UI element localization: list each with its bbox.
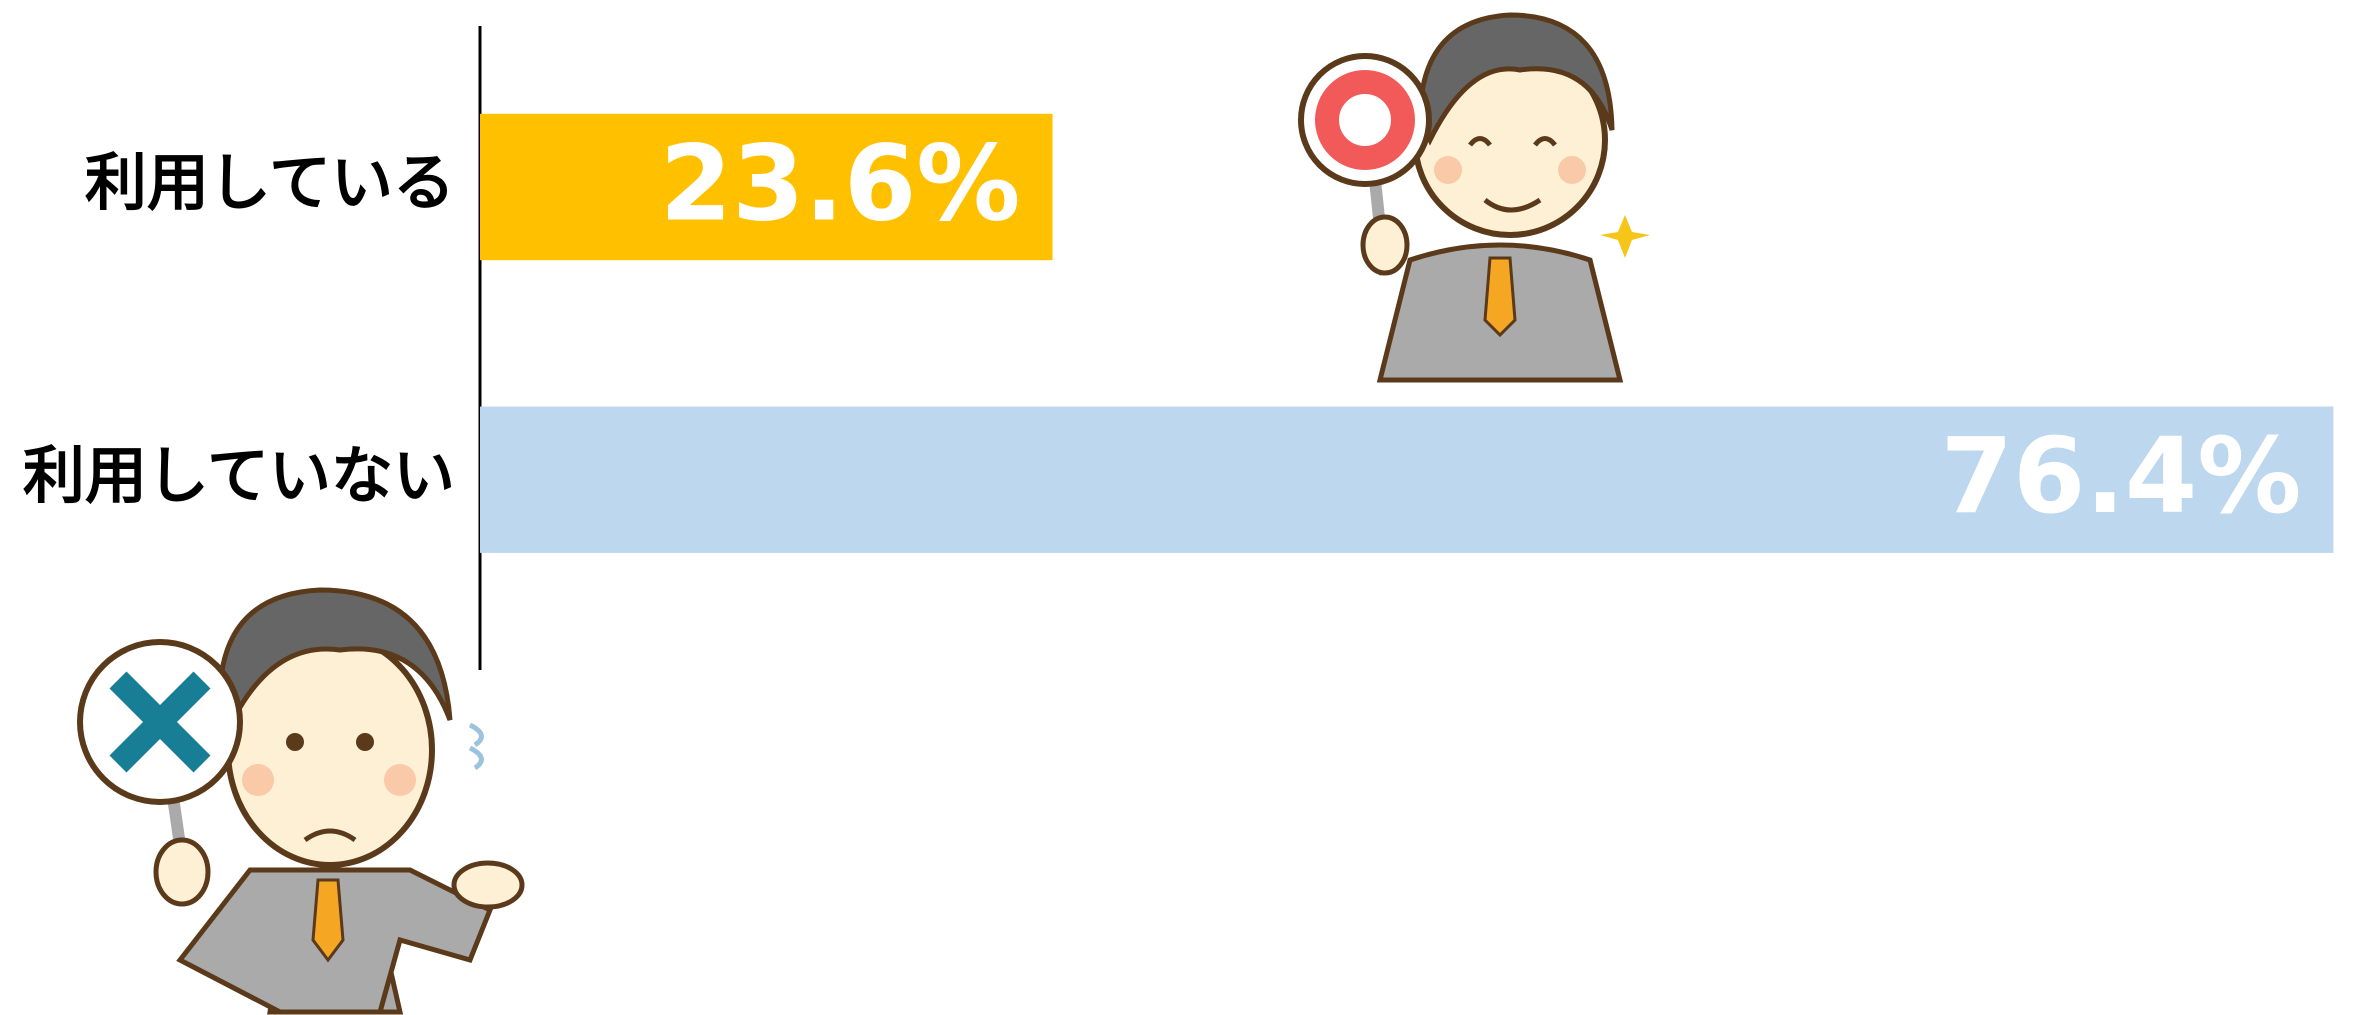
value-label: 76.4% bbox=[1941, 415, 2302, 537]
category-label: 利用していない bbox=[23, 439, 455, 512]
chart: 23.6% 利用している 76.4% 利用していない bbox=[0, 0, 2361, 1015]
value-label: 23.6% bbox=[660, 122, 1021, 244]
illustration-ok bbox=[1301, 15, 1650, 380]
category-label: 利用している bbox=[85, 146, 455, 219]
illustration-ng bbox=[80, 590, 522, 1012]
